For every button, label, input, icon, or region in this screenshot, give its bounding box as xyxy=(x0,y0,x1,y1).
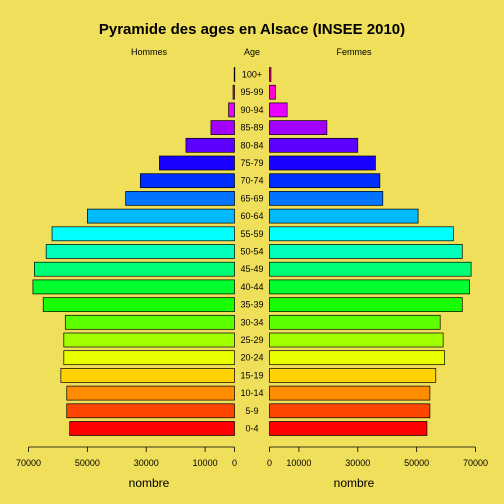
left-x-axis: 70000 50000 30000 10000 0 xyxy=(16,446,237,468)
right-x-axis: 0 10000 30000 50000 70000 xyxy=(267,446,488,468)
chart-title: Pyramide des ages en Alsace (INSEE 2010) xyxy=(99,21,405,38)
bar-hommes-30-34 xyxy=(64,314,235,330)
right-header-femmes: Femmes xyxy=(336,47,372,57)
bar-hommes-90-94 xyxy=(228,102,235,118)
age-label-85-89: 85-89 xyxy=(240,123,263,133)
bar-femmes-15-19 xyxy=(269,368,437,383)
age-label-20-24: 20-24 xyxy=(240,353,263,363)
age-label-40-44: 40-44 xyxy=(240,282,263,292)
bar-femmes-20-24 xyxy=(269,350,445,366)
left-tick-label: 10000 xyxy=(193,458,218,468)
age-group-labels: 0-4 5-9 10-14 15-19 20-24 25-29 30-34 35-39 40-4… xyxy=(240,70,263,434)
bar-femmes-90-94 xyxy=(269,102,288,118)
age-label-50-54: 50-54 xyxy=(240,247,263,257)
bar-femmes-55-59 xyxy=(269,226,454,242)
right-tick-label: 70000 xyxy=(463,458,488,468)
bar-femmes-80-84 xyxy=(269,137,359,153)
bar-femmes-75-79 xyxy=(269,155,376,171)
left-header-hommes: Hommes xyxy=(131,47,168,57)
bar-femmes-0-4 xyxy=(269,421,428,436)
bar-femmes-95-99 xyxy=(269,84,276,100)
age-label-15-19: 15-19 xyxy=(240,370,263,380)
bar-femmes-60-64 xyxy=(269,208,419,224)
age-label-30-34: 30-34 xyxy=(240,317,263,327)
age-label-5-9: 5-9 xyxy=(245,406,258,416)
bar-hommes-35-39 xyxy=(42,297,235,312)
age-label-100+: 100+ xyxy=(242,70,262,80)
bar-femmes-10-14 xyxy=(269,385,431,401)
bar-hommes-55-59 xyxy=(51,226,235,242)
bar-hommes-0-4 xyxy=(69,421,235,436)
age-label-80-84: 80-84 xyxy=(240,140,263,150)
age-label-35-39: 35-39 xyxy=(240,300,263,310)
bar-femmes-100+ xyxy=(269,67,272,82)
bar-hommes-5-9 xyxy=(66,403,235,419)
bar-hommes-95-99 xyxy=(232,84,235,100)
male-bars xyxy=(32,67,236,436)
bar-femmes-40-44 xyxy=(269,279,470,295)
left-tick-label: 0 xyxy=(232,458,237,468)
bar-hommes-70-74 xyxy=(139,173,235,189)
left-x-axis-label: nombre xyxy=(129,476,170,490)
age-label-60-64: 60-64 xyxy=(240,211,263,221)
age-label-0-4: 0-4 xyxy=(245,424,258,434)
female-bars xyxy=(269,67,472,436)
bar-hommes-15-19 xyxy=(60,368,235,383)
bar-femmes-70-74 xyxy=(269,173,381,189)
bar-hommes-85-89 xyxy=(210,120,235,135)
right-tick-label: 0 xyxy=(267,458,272,468)
bar-hommes-75-79 xyxy=(159,155,235,171)
bar-femmes-85-89 xyxy=(269,120,328,135)
age-label-10-14: 10-14 xyxy=(240,388,263,398)
bar-hommes-40-44 xyxy=(32,279,235,295)
bar-hommes-80-84 xyxy=(185,137,235,153)
bar-hommes-45-49 xyxy=(34,261,235,277)
right-tick-label: 50000 xyxy=(404,458,429,468)
bar-hommes-65-69 xyxy=(125,191,235,206)
age-label-75-79: 75-79 xyxy=(240,158,263,168)
bar-femmes-25-29 xyxy=(269,332,444,348)
bar-femmes-30-34 xyxy=(269,314,441,330)
bar-hommes-50-54 xyxy=(45,244,235,259)
center-header-age: Age xyxy=(244,47,260,57)
left-tick-label: 30000 xyxy=(134,458,159,468)
age-label-55-59: 55-59 xyxy=(240,229,263,239)
bar-hommes-25-29 xyxy=(63,332,235,348)
right-tick-label: 30000 xyxy=(345,458,370,468)
bar-femmes-35-39 xyxy=(269,297,463,312)
bar-femmes-45-49 xyxy=(269,261,472,277)
age-label-95-99: 95-99 xyxy=(240,87,263,97)
bar-femmes-65-69 xyxy=(269,191,384,206)
bar-hommes-10-14 xyxy=(66,385,235,401)
left-tick-label: 50000 xyxy=(75,458,100,468)
bar-hommes-60-64 xyxy=(87,208,235,224)
age-label-25-29: 25-29 xyxy=(240,335,263,345)
left-tick-label: 70000 xyxy=(16,458,41,468)
bar-hommes-100+ xyxy=(233,67,236,82)
age-label-65-69: 65-69 xyxy=(240,193,263,203)
age-label-90-94: 90-94 xyxy=(240,105,263,115)
bar-femmes-5-9 xyxy=(269,403,431,419)
age-label-45-49: 45-49 xyxy=(240,264,263,274)
bar-hommes-20-24 xyxy=(63,350,235,366)
right-x-axis-label: nombre xyxy=(334,476,375,490)
right-tick-label: 10000 xyxy=(286,458,311,468)
bar-femmes-50-54 xyxy=(269,244,463,259)
age-label-70-74: 70-74 xyxy=(240,176,263,186)
